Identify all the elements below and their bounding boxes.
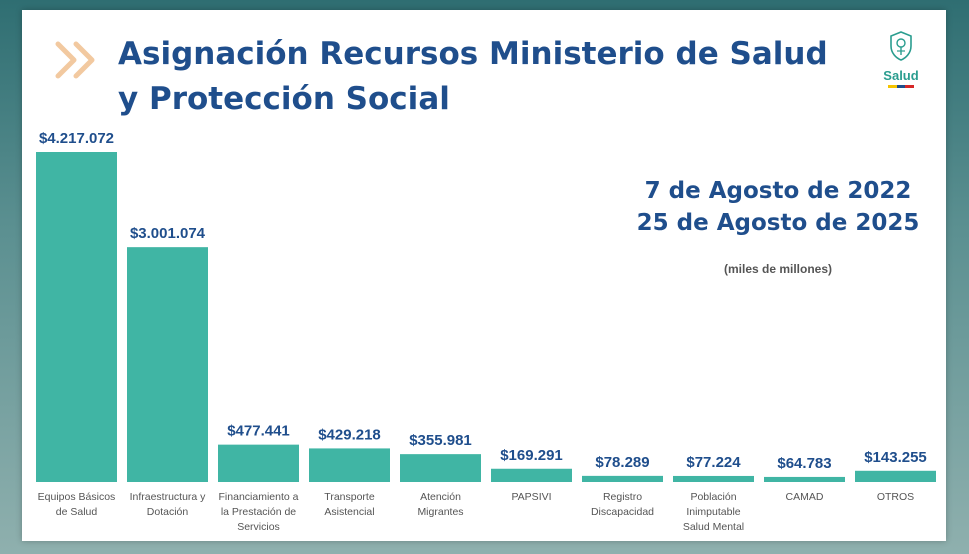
- flag-stripe: [888, 85, 915, 88]
- bar: [855, 470, 936, 482]
- bar-value-label: $169.291: [500, 447, 563, 464]
- date-range: 7 de Agosto de 2022 25 de Agosto de 2025: [618, 175, 938, 239]
- date-start: 7 de Agosto de 2022: [644, 178, 912, 204]
- units-note: (miles de millones): [723, 262, 833, 276]
- date-end: 25 de Agosto de 2025: [636, 210, 920, 236]
- bar: [218, 444, 299, 482]
- category-label: Registro Discapacidad: [591, 491, 654, 518]
- title-line-1: Asignación Recursos Ministerio de Salud: [118, 36, 828, 72]
- shield-icon: [890, 31, 912, 61]
- category-label: Equipos Básicos de Salud: [38, 491, 116, 518]
- category-label: OTROS: [877, 491, 914, 503]
- bar: [309, 448, 390, 482]
- bar: [36, 152, 117, 482]
- bar-value-label: $64.783: [777, 455, 831, 472]
- category-label: Financiamiento a la Prestación de Servicio…: [219, 491, 299, 533]
- slide-title: Asignación Recursos Ministerio de Salud …: [118, 32, 878, 122]
- bar-value-label: $429.218: [318, 426, 381, 443]
- bar: [673, 475, 754, 482]
- bar: [127, 247, 208, 482]
- logo-text: Salud: [883, 68, 919, 83]
- bar-value-label: $3.001.074: [130, 225, 206, 242]
- bar: [582, 475, 663, 482]
- slide: Asignación Recursos Ministerio de Salud …: [22, 10, 946, 541]
- title-line-2: y Protección Social: [118, 81, 450, 117]
- bar-value-label: $477.441: [227, 423, 290, 440]
- bar: [400, 454, 481, 482]
- bar-value-label: $77.224: [686, 454, 741, 471]
- bar-value-label: $143.255: [864, 449, 927, 466]
- category-label: Población Inimputable Salud Mental: [683, 491, 744, 533]
- bar-value-label: $4.217.072: [39, 130, 114, 147]
- bar-value-label: $355.981: [409, 432, 472, 449]
- category-label: Infraestructura y Dotación: [130, 491, 207, 518]
- category-label: CAMAD: [786, 491, 824, 503]
- bar-value-label: $78.289: [595, 454, 649, 471]
- chevrons-icon: [55, 41, 95, 79]
- bar: [491, 468, 572, 482]
- bar-chart: $4.217.072 Equipos Básicos de Salud $3.001.…: [36, 130, 936, 533]
- ministry-logo: Salud: [878, 30, 924, 94]
- bar: [764, 476, 845, 482]
- category-label: PAPSIVI: [511, 491, 551, 503]
- category-label: Atención Migrantes: [417, 491, 463, 518]
- category-label: Transporte Asistencial: [324, 491, 375, 518]
